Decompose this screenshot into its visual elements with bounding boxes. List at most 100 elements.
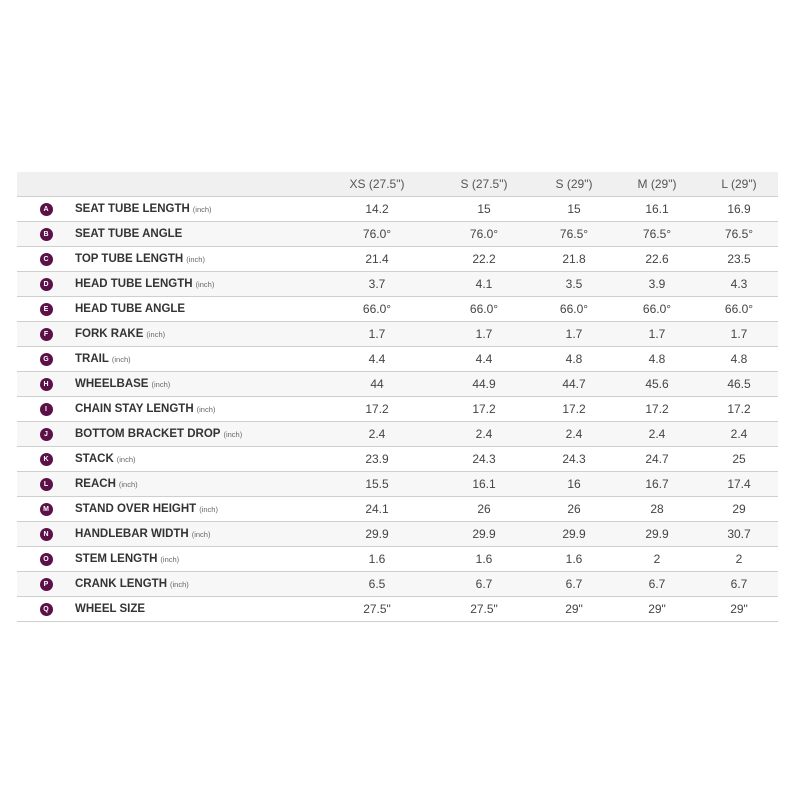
value-cell: 4.1 <box>434 271 534 297</box>
value-cell: 6.7 <box>614 571 700 597</box>
value-cell: 4.4 <box>434 346 534 372</box>
table-row: I CHAIN STAY LENGTH (inch) 17.2 17.2 17.2 17.2… <box>17 396 778 422</box>
letter-cell: E <box>17 296 75 322</box>
measurement-label: FORK RAKE <box>75 328 144 340</box>
value-cell: 1.7 <box>700 321 778 347</box>
table-row: O STEM LENGTH (inch) 1.6 1.6 1.6 2 2 <box>17 546 778 572</box>
table-row: E HEAD TUBE ANGLE 66.0° 66.0° 66.0° 66.0° 66.0… <box>17 296 778 322</box>
value-cell: 66.0° <box>534 296 614 322</box>
measurement-label-cell: WHEEL SIZE <box>75 596 320 622</box>
value-cell: 2 <box>614 546 700 572</box>
value-cell: 29.9 <box>534 521 614 547</box>
value-cell: 27.5" <box>320 596 434 622</box>
value-cell: 1.7 <box>434 321 534 347</box>
letter-cell: Q <box>17 596 75 622</box>
measurement-label-cell: STAND OVER HEIGHT (inch) <box>75 496 320 522</box>
measurement-label: SEAT TUBE LENGTH <box>75 203 190 215</box>
value-cell: 76.5° <box>700 221 778 247</box>
measurement-label-cell: SEAT TUBE ANGLE <box>75 221 320 247</box>
value-cell: 4.4 <box>320 346 434 372</box>
value-cell: 15 <box>534 196 614 222</box>
table-row: A SEAT TUBE LENGTH (inch) 14.2 15 15 16.1 16.9 <box>17 196 778 222</box>
value-cell: 29.9 <box>614 521 700 547</box>
table-row: P CRANK LENGTH (inch) 6.5 6.7 6.7 6.7 6.7 <box>17 571 778 597</box>
measurement-label-cell: CRANK LENGTH (inch) <box>75 571 320 597</box>
value-cell: 17.2 <box>700 396 778 422</box>
table-row: F FORK RAKE (inch) 1.7 1.7 1.7 1.7 1.7 <box>17 321 778 347</box>
value-cell: 1.7 <box>320 321 434 347</box>
column-header: L (29") <box>700 172 778 197</box>
letter-cell: O <box>17 546 75 572</box>
letter-cell: P <box>17 571 75 597</box>
column-header: M (29") <box>614 172 700 197</box>
value-cell: 23.9 <box>320 446 434 472</box>
measurement-label-cell: HEAD TUBE ANGLE <box>75 296 320 322</box>
table-row: K STACK (inch) 23.9 24.3 24.3 24.7 25 <box>17 446 778 472</box>
value-cell: 1.7 <box>614 321 700 347</box>
letter-badge-icon: I <box>39 403 53 417</box>
value-cell: 76.0° <box>434 221 534 247</box>
value-cell: 66.0° <box>320 296 434 322</box>
value-cell: 76.5° <box>534 221 614 247</box>
letter-badge-icon: H <box>39 378 53 392</box>
letter-cell: B <box>17 221 75 247</box>
letter-badge-icon: O <box>39 553 53 567</box>
value-cell: 30.7 <box>700 521 778 547</box>
value-cell: 6.7 <box>700 571 778 597</box>
measurement-label-cell: BOTTOM BRACKET DROP (inch) <box>75 421 320 447</box>
measurement-label-cell: TOP TUBE LENGTH (inch) <box>75 246 320 272</box>
value-cell: 66.0° <box>434 296 534 322</box>
letter-badge-icon: E <box>39 303 53 317</box>
header-row: XS (27.5") S (27.5") S (29") M (29") L (… <box>17 172 778 197</box>
letter-cell: C <box>17 246 75 272</box>
value-cell: 44.9 <box>434 371 534 397</box>
unit-label: (inch) <box>111 355 131 364</box>
value-cell: 45.6 <box>614 371 700 397</box>
value-cell: 1.6 <box>434 546 534 572</box>
measurement-label: STEM LENGTH <box>75 553 158 565</box>
value-cell: 15.5 <box>320 471 434 497</box>
value-cell: 17.2 <box>320 396 434 422</box>
letter-badge-icon: D <box>39 278 53 292</box>
value-cell: 1.7 <box>534 321 614 347</box>
table-row: H WHEELBASE (inch) 44 44.9 44.7 45.6 46.5 <box>17 371 778 397</box>
value-cell: 22.2 <box>434 246 534 272</box>
letter-badge-icon: C <box>39 253 53 267</box>
value-cell: 6.7 <box>434 571 534 597</box>
value-cell: 1.6 <box>534 546 614 572</box>
letter-cell: M <box>17 496 75 522</box>
letter-badge-icon: A <box>39 203 53 217</box>
value-cell: 17.2 <box>614 396 700 422</box>
value-cell: 29" <box>614 596 700 622</box>
measurement-label: HANDLEBAR WIDTH <box>75 528 189 540</box>
unit-label: (inch) <box>160 555 180 564</box>
value-cell: 2.4 <box>434 421 534 447</box>
table-row: N HANDLEBAR WIDTH (inch) 29.9 29.9 29.9 29.9 30… <box>17 521 778 547</box>
value-cell: 16.1 <box>434 471 534 497</box>
header-label <box>75 172 320 197</box>
value-cell: 6.5 <box>320 571 434 597</box>
table-row: C TOP TUBE LENGTH (inch) 21.4 22.2 21.8 22.6 23… <box>17 246 778 272</box>
value-cell: 29.9 <box>434 521 534 547</box>
value-cell: 17.2 <box>434 396 534 422</box>
measurement-label-cell: FORK RAKE (inch) <box>75 321 320 347</box>
value-cell: 25 <box>700 446 778 472</box>
unit-label: (inch) <box>191 530 211 539</box>
letter-cell: G <box>17 346 75 372</box>
value-cell: 44 <box>320 371 434 397</box>
measurement-label: WHEEL SIZE <box>75 603 146 615</box>
unit-label: (inch) <box>186 255 205 264</box>
letter-cell: L <box>17 471 75 497</box>
unit-label: (inch) <box>196 405 216 414</box>
letter-badge-icon: Q <box>39 603 53 617</box>
value-cell: 2.4 <box>320 421 434 447</box>
value-cell: 2.4 <box>534 421 614 447</box>
value-cell: 21.8 <box>534 246 614 272</box>
column-header: S (29") <box>534 172 614 197</box>
measurement-label: WHEELBASE <box>75 378 149 390</box>
table-row: D HEAD TUBE LENGTH (inch) 3.7 4.1 3.5 3.9 4.3 <box>17 271 778 297</box>
value-cell: 24.3 <box>534 446 614 472</box>
letter-badge-icon: G <box>39 353 53 367</box>
letter-badge-icon: P <box>39 578 53 592</box>
column-header: S (27.5") <box>434 172 534 197</box>
